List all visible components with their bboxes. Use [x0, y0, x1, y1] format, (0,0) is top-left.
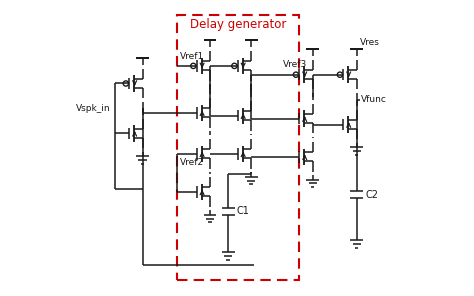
Text: C2: C2	[365, 190, 378, 200]
Bar	[177, 15, 299, 280]
Text: C1: C1	[237, 206, 250, 216]
Text: Vref3: Vref3	[283, 60, 307, 69]
Text: Vspk_in: Vspk_in	[76, 104, 110, 113]
Text: Delay generator: Delay generator	[190, 18, 286, 31]
Text: Vres: Vres	[360, 38, 380, 47]
Text: Vfunc: Vfunc	[361, 95, 387, 104]
Text: Vref2: Vref2	[180, 158, 204, 167]
Text: Vref1: Vref1	[180, 52, 204, 62]
